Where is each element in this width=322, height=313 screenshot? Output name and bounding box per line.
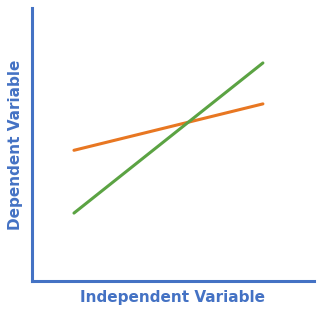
X-axis label: Independent Variable: Independent Variable (80, 290, 265, 305)
Y-axis label: Dependent Variable: Dependent Variable (8, 60, 23, 230)
